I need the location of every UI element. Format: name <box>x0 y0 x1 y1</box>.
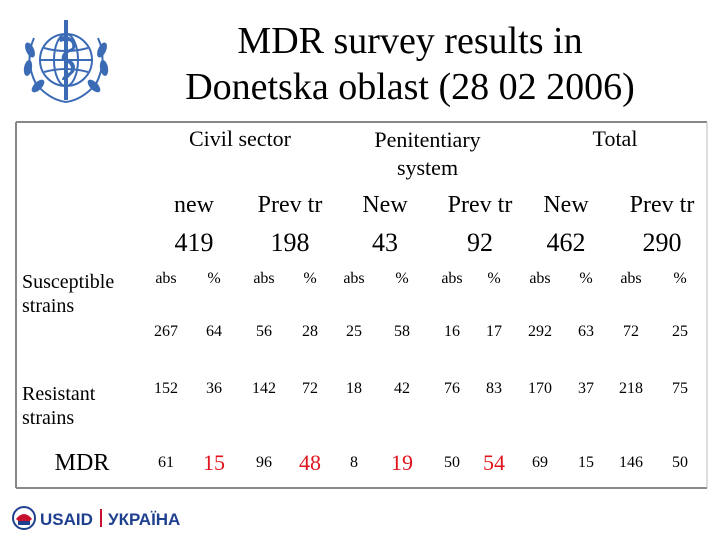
unit-header-cell-6: abs <box>441 270 463 287</box>
count-pen-prev: 92 <box>467 228 493 257</box>
row-label-susceptible: Susceptible strains <box>22 271 115 317</box>
susceptible-cell-1: 64 <box>206 323 222 340</box>
group-header-penitentiary: Penitentiary system <box>374 127 481 180</box>
mdr-cell-8: 69 <box>532 454 548 471</box>
mdr-cell-11: 50 <box>672 454 688 471</box>
resistant-cell-4: 18 <box>346 380 362 397</box>
usaid-wordmark: USAID <box>40 510 93 529</box>
resistant-cell-5: 42 <box>394 380 410 397</box>
resistant-cell-9: 37 <box>578 380 594 397</box>
unit-header-cell-7: % <box>487 270 501 287</box>
susceptible-cell-4: 25 <box>346 323 362 340</box>
susceptible-cell-0: 267 <box>154 323 178 340</box>
title-line-1: MDR survey results in <box>237 20 583 62</box>
unit-header-cell-11: % <box>673 270 687 287</box>
resistant-cell-0: 152 <box>154 380 178 397</box>
unit-header-cell-10: abs <box>620 270 642 287</box>
unit-header-cell-3: % <box>303 270 317 287</box>
row-label-resistant: Resistant strains <box>22 383 96 429</box>
mdr-cell-0: 61 <box>158 454 174 471</box>
subheader-total-prev: Prev tr <box>629 192 695 218</box>
ukraine-wordmark: УКРАЇНА <box>108 510 180 529</box>
count-total-prev: 290 <box>642 228 682 257</box>
mdr-cell-9: 15 <box>578 454 594 471</box>
row-label-mdr: MDR <box>54 450 110 476</box>
usaid-ukraine-logo: USAID УКРАЇНА <box>12 506 180 530</box>
unit-header-cell-1: % <box>207 270 221 287</box>
resistant-cell-6: 76 <box>444 380 460 397</box>
resistant-cell-1: 36 <box>206 380 222 397</box>
table-frame <box>15 121 708 489</box>
resistant-cell-11: 75 <box>672 380 688 397</box>
resistant-cell-3: 72 <box>302 380 318 397</box>
susceptible-cell-8: 292 <box>528 323 552 340</box>
title-line-2: Donetska oblast (28 02 2006) <box>185 66 635 108</box>
unit-header-cell-4: abs <box>343 270 365 287</box>
subheader-pen-new: New <box>362 192 408 218</box>
unit-header-cell-8: abs <box>529 270 551 287</box>
mdr-cell-7: 54 <box>483 450 505 475</box>
resistant-cell-2: 142 <box>252 380 276 397</box>
resistant-cell-10: 218 <box>619 380 643 397</box>
susceptible-cell-11: 25 <box>672 323 688 340</box>
mdr-cell-5: 19 <box>391 450 413 475</box>
mdr-cell-3: 48 <box>299 450 321 475</box>
subheader-pen-prev: Prev tr <box>447 192 513 218</box>
susceptible-cell-2: 56 <box>256 323 272 340</box>
group-header-total: Total <box>592 126 638 151</box>
resistant-cell-8: 170 <box>528 380 552 397</box>
slide-title: MDR survey results in Donetska oblast (2… <box>130 18 690 110</box>
mdr-cell-6: 50 <box>444 454 460 471</box>
group-header-civil: Civil sector <box>188 126 292 151</box>
who-emblem-icon <box>23 20 109 103</box>
susceptible-cell-5: 58 <box>394 323 410 340</box>
mdr-cell-10: 146 <box>619 454 643 471</box>
unit-header-cell-2: abs <box>253 270 275 287</box>
subheader-civil-new: new <box>174 192 214 218</box>
count-total-new: 462 <box>546 228 586 257</box>
count-civil-prev: 198 <box>270 228 310 257</box>
unit-header-cell-5: % <box>395 270 409 287</box>
susceptible-cell-7: 17 <box>486 323 502 340</box>
susceptible-cell-10: 72 <box>623 323 639 340</box>
mdr-cell-1: 15 <box>203 450 225 475</box>
susceptible-cell-9: 63 <box>578 323 594 340</box>
subheader-total-new: New <box>543 192 589 218</box>
mdr-cell-4: 8 <box>350 454 358 471</box>
susceptible-cell-3: 28 <box>302 323 318 340</box>
resistant-cell-7: 83 <box>486 380 502 397</box>
count-civil-new: 419 <box>174 228 214 257</box>
mdr-cell-2: 96 <box>256 454 272 471</box>
subheader-civil-prev: Prev tr <box>257 192 323 218</box>
count-pen-new: 43 <box>372 228 398 257</box>
unit-header-cell-0: abs <box>155 270 177 287</box>
unit-header-cell-9: % <box>579 270 593 287</box>
susceptible-cell-6: 16 <box>444 323 460 340</box>
